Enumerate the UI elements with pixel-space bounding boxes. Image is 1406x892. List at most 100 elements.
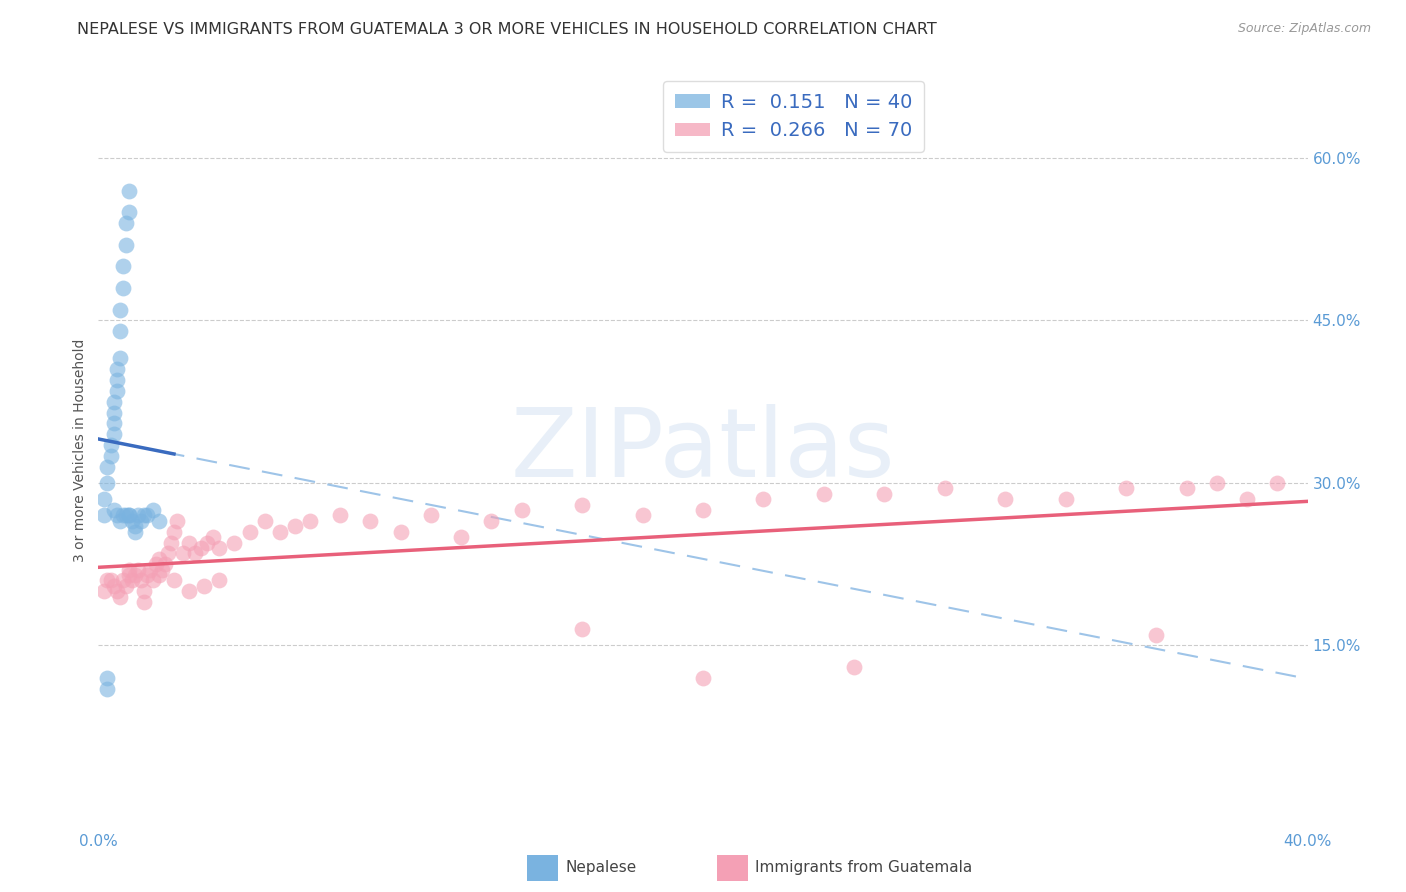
Point	[105, 373, 128, 387]
Point	[108, 351, 131, 366]
Point	[114, 237, 136, 252]
Point	[156, 546, 179, 560]
Point	[118, 205, 141, 219]
Point	[1144, 627, 1167, 641]
Point	[96, 681, 118, 696]
Text: Source: ZipAtlas.com: Source: ZipAtlas.com	[1237, 22, 1371, 36]
Point	[129, 574, 152, 588]
Point	[96, 459, 118, 474]
Point	[132, 595, 155, 609]
Point	[571, 622, 593, 636]
Point	[1054, 492, 1077, 507]
Point	[148, 568, 170, 582]
Point	[129, 514, 152, 528]
Point	[105, 508, 128, 523]
Point	[481, 514, 503, 528]
Point	[105, 362, 128, 376]
Point	[253, 514, 276, 528]
Point	[103, 503, 125, 517]
Point	[132, 584, 155, 599]
Point	[108, 302, 131, 317]
Point	[1267, 475, 1289, 490]
Point	[100, 449, 122, 463]
Point	[179, 584, 201, 599]
Point	[1115, 482, 1137, 496]
Point	[208, 541, 231, 555]
Point	[420, 508, 443, 523]
Point	[93, 508, 115, 523]
Point	[121, 514, 143, 528]
Point	[127, 508, 149, 523]
Point	[96, 475, 118, 490]
Point	[93, 492, 115, 507]
Point	[135, 508, 157, 523]
Text: ZIPatlas: ZIPatlas	[510, 404, 896, 497]
Point	[163, 574, 186, 588]
Point	[190, 541, 212, 555]
Point	[160, 535, 183, 549]
Point	[202, 530, 225, 544]
Point	[118, 184, 141, 198]
Point	[127, 563, 149, 577]
Point	[124, 568, 146, 582]
Point	[179, 535, 201, 549]
Point	[284, 519, 307, 533]
Point	[172, 546, 194, 560]
Point	[994, 492, 1017, 507]
Point	[510, 503, 533, 517]
Point	[360, 514, 382, 528]
Point	[193, 579, 215, 593]
Text: NEPALESE VS IMMIGRANTS FROM GUATEMALA 3 OR MORE VEHICLES IN HOUSEHOLD CORRELATIO: NEPALESE VS IMMIGRANTS FROM GUATEMALA 3 …	[77, 22, 936, 37]
Point	[299, 514, 322, 528]
Point	[105, 584, 128, 599]
Point	[195, 535, 218, 549]
Point	[103, 579, 125, 593]
Point	[389, 524, 412, 539]
Point	[873, 487, 896, 501]
Point	[148, 514, 170, 528]
Point	[813, 487, 835, 501]
Point	[450, 530, 472, 544]
Point	[208, 574, 231, 588]
Point	[118, 568, 141, 582]
Point	[145, 557, 167, 572]
Point	[105, 384, 128, 398]
Point	[100, 574, 122, 588]
Point	[163, 524, 186, 539]
Point	[132, 508, 155, 523]
Point	[111, 281, 134, 295]
Point	[118, 508, 141, 523]
Point	[269, 524, 291, 539]
Point	[1175, 482, 1198, 496]
Point	[142, 574, 165, 588]
Point	[135, 568, 157, 582]
Point	[934, 482, 956, 496]
Point	[692, 671, 714, 685]
Point	[96, 574, 118, 588]
Text: Nepalese: Nepalese	[565, 860, 637, 874]
Point	[1206, 475, 1229, 490]
Point	[148, 551, 170, 566]
Point	[103, 427, 125, 442]
Point	[103, 394, 125, 409]
Point	[111, 260, 134, 274]
Point	[142, 503, 165, 517]
Point	[1236, 492, 1258, 507]
Point	[103, 406, 125, 420]
Point	[114, 579, 136, 593]
Point	[329, 508, 352, 523]
Y-axis label: 3 or more Vehicles in Household: 3 or more Vehicles in Household	[73, 339, 87, 562]
Point	[692, 503, 714, 517]
Point	[631, 508, 654, 523]
Point	[752, 492, 775, 507]
Point	[111, 574, 134, 588]
Point	[108, 324, 131, 338]
Point	[239, 524, 262, 539]
Point	[118, 563, 141, 577]
Point	[108, 590, 131, 604]
Point	[153, 557, 176, 572]
Point	[93, 584, 115, 599]
Point	[166, 514, 188, 528]
Point	[96, 671, 118, 685]
Point	[114, 216, 136, 230]
